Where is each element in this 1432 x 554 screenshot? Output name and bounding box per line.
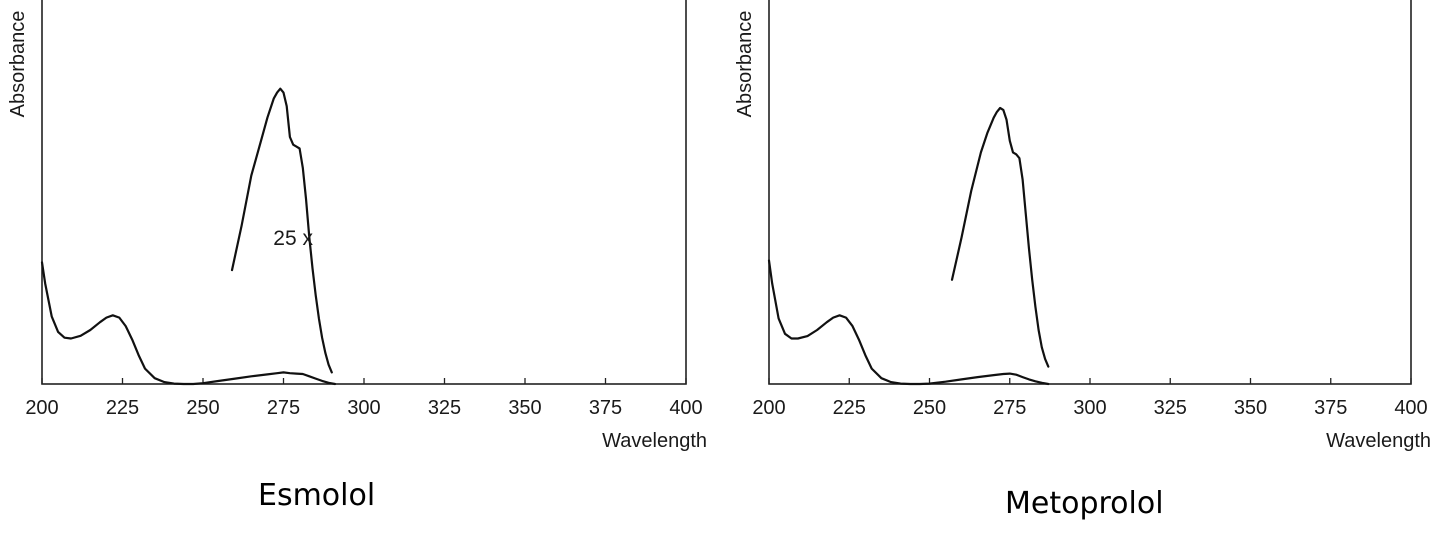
x-tick-label: 325 [428, 397, 461, 419]
x-axis-label: Wavelength [1326, 430, 1431, 452]
caption-metoprolol: Metoprolol [1005, 486, 1164, 521]
chart-panel-esmolol: 200 225 250 275 300 325 350 375 400 Wavelength Abs… [7, 0, 707, 452]
y-axis-label: Absorbance [734, 11, 756, 118]
plot-frame [41, 0, 687, 385]
spectrum-line [767, 259, 1050, 386]
chart-panel-metoprolol: 200 225 250 275 300 325 350 375 400 Wavelength Abs… [734, 0, 1431, 452]
y-axis-label: Absorbance [7, 11, 29, 118]
x-tick-label: 275 [267, 397, 300, 419]
spectrum-line-magnified [950, 106, 1050, 368]
x-tick-label: 225 [833, 397, 866, 419]
magnification-annotation: 25 x [273, 227, 313, 250]
x-axis-label: Wavelength [602, 430, 707, 452]
x-tick-label: 225 [106, 397, 139, 419]
x-tick-label: 350 [1234, 397, 1267, 419]
spectrum-line-magnified [230, 87, 333, 374]
x-tick-label: 300 [1073, 397, 1106, 419]
x-tick-label: 275 [993, 397, 1026, 419]
x-tick-label: 375 [589, 397, 622, 419]
plot-frame [768, 0, 1412, 385]
x-tick-label: 325 [1154, 397, 1187, 419]
x-tick-label: 200 [25, 397, 58, 419]
x-tick-label: 250 [186, 397, 219, 419]
x-tick-label: 400 [1394, 397, 1427, 419]
spectrum-line [40, 261, 337, 386]
x-tick-label: 250 [913, 397, 946, 419]
x-tick-label: 350 [508, 397, 541, 419]
x-tick-label: 200 [752, 397, 785, 419]
x-tick-label: 300 [347, 397, 380, 419]
x-tick-label: 375 [1314, 397, 1347, 419]
caption-esmolol: Esmolol [258, 478, 376, 513]
x-tick-label: 400 [669, 397, 702, 419]
